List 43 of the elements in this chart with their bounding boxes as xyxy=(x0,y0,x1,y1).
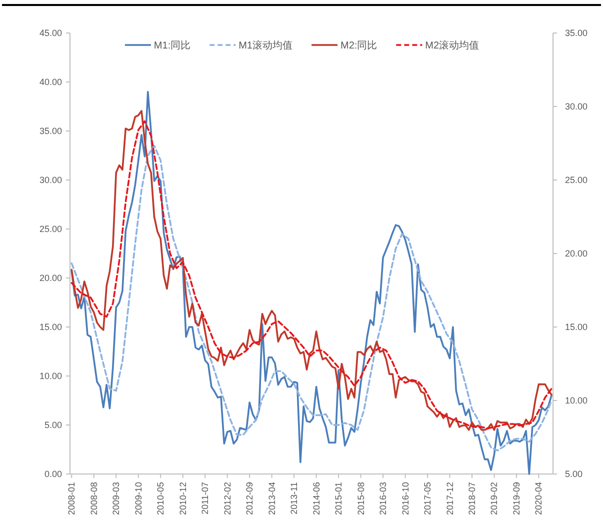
y-tick-label: 0.00 xyxy=(44,469,62,479)
legend-label: M2:同比 xyxy=(340,40,378,52)
y-tick-label: 10.00 xyxy=(39,371,62,381)
y2-tick-label: 35.00 xyxy=(565,28,588,38)
x-tick-label: 2016-10 xyxy=(400,482,410,516)
y-tick-label: 40.00 xyxy=(39,77,62,87)
y-tick-label: 25.00 xyxy=(39,224,62,234)
x-tick-label: 2012-02 xyxy=(222,482,232,516)
y-tick-label: 45.00 xyxy=(39,28,62,38)
y-tick-label: 35.00 xyxy=(39,126,62,136)
x-tick-label: 2008-08 xyxy=(88,482,99,516)
y2-tick-label: 5.00 xyxy=(565,469,583,479)
y-tick-label: 5.00 xyxy=(44,420,62,430)
x-tick-label: 2019-02 xyxy=(489,482,500,516)
y-tick-label: 20.00 xyxy=(39,273,62,283)
x-tick-label: 2017-05 xyxy=(422,482,433,516)
y-tick-label: 30.00 xyxy=(39,175,62,185)
y2-tick-label: 15.00 xyxy=(565,322,588,332)
x-tick-label: 2009-03 xyxy=(111,482,122,516)
x-tick-label: 2020-04 xyxy=(534,482,544,516)
x-tick-label: 2013-11 xyxy=(289,482,300,514)
x-tick-label: 2014-06 xyxy=(311,482,322,516)
x-tick-label: 2019-09 xyxy=(511,482,522,516)
legend-label: M2滚动均值 xyxy=(425,40,480,52)
x-tick-label: 2017-12 xyxy=(444,482,455,516)
x-tick-label: 2010-12 xyxy=(178,482,188,516)
y2-tick-label: 20.00 xyxy=(565,248,588,258)
x-tick-label: 2018-07 xyxy=(466,482,477,516)
x-tick-label: 2015-08 xyxy=(356,482,366,516)
x-tick-label: 2009-10 xyxy=(133,482,144,516)
x-tick-label: 2016-03 xyxy=(378,482,388,516)
x-tick-label: 2010-05 xyxy=(156,482,166,516)
x-tick-label: 2013-04 xyxy=(266,482,277,516)
y-tick-label: 15.00 xyxy=(39,322,62,332)
legend-label: M1滚动均值 xyxy=(238,40,292,52)
y2-tick-label: 25.00 xyxy=(565,175,588,185)
y2-tick-label: 30.00 xyxy=(565,102,588,112)
x-tick-label: 2012-09 xyxy=(244,482,255,516)
x-tick-label: 2011-07 xyxy=(200,482,210,514)
legend-label: M1:同比 xyxy=(154,40,191,52)
x-tick-label: 2008-01 xyxy=(66,482,77,516)
x-tick-label: 2015-01 xyxy=(334,482,344,516)
y2-tick-label: 10.00 xyxy=(565,396,588,406)
